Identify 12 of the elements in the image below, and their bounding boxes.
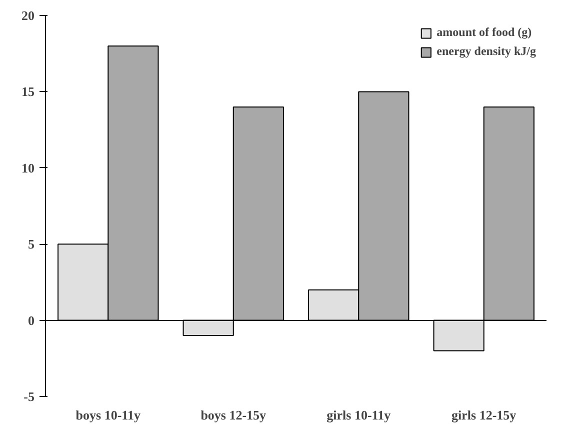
x-tick-label: boys 12-15y — [200, 408, 267, 422]
y-tick-label: 10 — [22, 160, 34, 176]
y-tick-label: 15 — [22, 84, 35, 100]
legend-label: amount of food (g) — [436, 25, 532, 40]
legend-label: energy density kJ/g — [436, 44, 536, 59]
y-tick-label: -5 — [24, 389, 35, 404]
x-tick-label: girls 12-15y — [452, 408, 517, 422]
y-tick-label: 20 — [22, 8, 34, 23]
x-tick-label: boys 10-11y — [76, 408, 141, 422]
x-tick-label: girls 10-11y — [326, 408, 392, 422]
y-tick-label: 5 — [28, 236, 35, 252]
y-tick-label: 0 — [28, 312, 34, 328]
